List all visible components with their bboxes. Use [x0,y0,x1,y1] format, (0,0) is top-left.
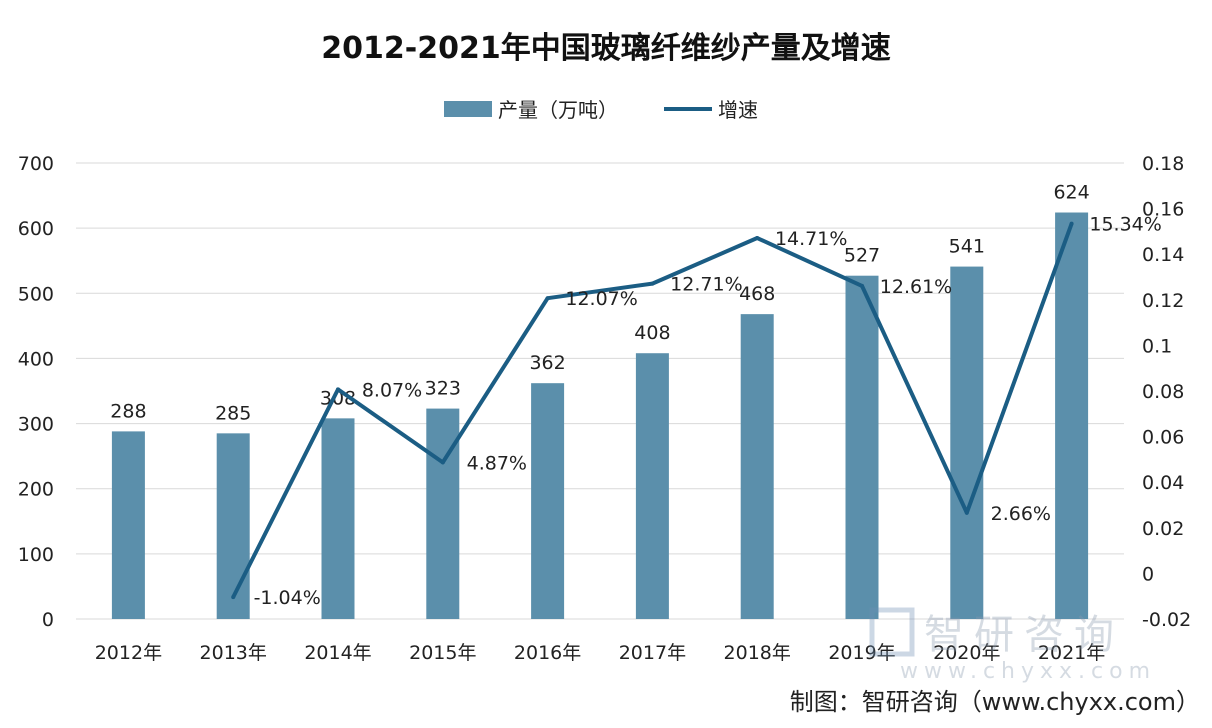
left-tick-label: 400 [18,348,54,370]
right-axis: -0.02 0 0.02 0.04 0.06 0.08 0.1 0.12 0.14 0.16 0.1… [1142,153,1191,631]
right-tick-label: 0 [1142,563,1154,585]
bar-value-label: 323 [425,378,461,400]
x-tick-label: 2020年 [933,642,1000,664]
x-tick-label: 2018年 [724,642,791,664]
right-tick-label: 0.16 [1142,199,1184,221]
right-tick-label: 0.14 [1142,244,1184,266]
left-tick-label: 100 [18,544,54,566]
bar [950,266,984,619]
growth-value-label: 12.71% [670,274,742,296]
growth-value-label: 12.61% [880,276,952,298]
growth-value-label: 8.07% [362,379,422,401]
left-tick-label: 700 [18,153,54,175]
right-tick-label: 0.18 [1142,153,1184,175]
growth-line: -1.04% 8.07% 4.87% 12.07% 12.71% 14.71% 12.61%… [231,214,1162,609]
bar [321,418,355,619]
growth-value-label: 15.34% [1089,214,1161,236]
left-tick-label: 300 [18,414,54,436]
bar [531,383,565,619]
bar-value-label: 408 [634,322,670,344]
growth-value-label: 14.71% [775,228,847,250]
growth-point [964,510,969,515]
bar-value-label: 527 [844,245,880,267]
chart-title: 2012-2021年中国玻璃纤维纱产量及增速 [321,31,890,66]
bar-value-label: 541 [949,236,985,258]
footer-source: 制图：智研咨询（www.chyxx.com） [790,688,1200,716]
x-tick-label: 2021年 [1038,642,1105,664]
right-tick-label: 0.12 [1142,290,1184,312]
growth-point [440,460,445,465]
bar [1055,212,1089,619]
bar [111,431,145,619]
x-tick-label: 2016年 [514,642,581,664]
bar-value-label: 362 [529,352,565,374]
bar-value-label: 288 [110,400,146,422]
bar [635,353,669,619]
gridlines [76,162,1124,620]
growth-point [650,281,655,286]
bar [845,275,879,619]
growth-point [860,283,864,288]
legend-line-label: 增速 [718,98,758,122]
bar [426,408,460,619]
watermark-logo [869,607,915,657]
bar-value-label: 624 [1053,182,1089,204]
bar [216,433,250,619]
x-tick-label: 2012年 [95,642,162,664]
x-tick-label: 2019年 [828,642,895,664]
x-tick-label: 2013年 [200,642,267,664]
growth-value-label: 2.66% [991,503,1051,525]
right-tick-label: 0.04 [1142,472,1184,494]
left-axis: 0 100 200 300 400 500 600 700 [18,153,54,631]
watermark-url: www.chyxx.com [900,659,1156,684]
growth-point [1069,221,1074,226]
right-tick-label: 0.1 [1142,335,1172,357]
legend-bar-swatch [444,101,492,117]
left-tick-label: 500 [18,283,54,305]
right-tick-label: 0.06 [1142,427,1184,449]
left-tick-label: 0 [42,609,54,631]
x-tick-label: 2015年 [409,642,476,664]
right-tick-label: -0.02 [1142,609,1191,631]
right-tick-label: 0.08 [1142,381,1184,403]
x-tick-label: 2017年 [619,642,686,664]
left-tick-label: 200 [18,479,54,501]
legend: 产量（万吨） 增速 [444,98,758,122]
left-tick-label: 600 [18,218,54,240]
growth-value-label: -1.04% [254,587,321,609]
growth-point [336,387,340,392]
bar-value-label: 285 [215,402,251,424]
watermark-name: 智研咨询 [924,612,1124,658]
bar-value-label: 468 [739,283,775,305]
growth-value-label: 4.87% [467,452,527,474]
growth-point [545,296,550,301]
x-tick-label: 2014年 [304,642,371,664]
growth-point [231,595,236,600]
right-tick-label: 0.02 [1142,518,1184,540]
growth-point [755,236,760,241]
legend-bar-label: 产量（万吨） [498,98,618,122]
watermark: 智研咨询 www.chyxx.com [869,607,1156,684]
x-axis: 2012年 2013年 2014年 2015年 2016年 2017年 2018年 2019年… [95,642,1106,664]
growth-value-label: 12.07% [565,288,637,310]
bar [740,314,774,619]
